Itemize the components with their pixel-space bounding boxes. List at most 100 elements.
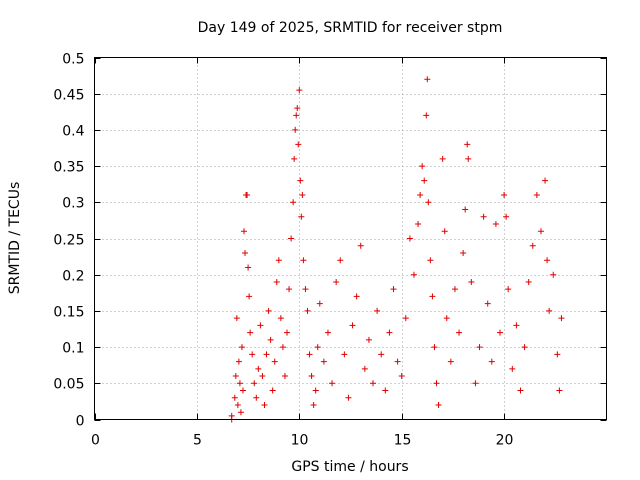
data-point <box>233 315 240 322</box>
data-point <box>492 221 499 228</box>
data-point <box>390 286 397 293</box>
data-point <box>525 278 532 285</box>
data-point <box>253 394 260 401</box>
data-point <box>429 293 436 300</box>
data-point <box>394 358 401 365</box>
y-tick-label: 0.1 <box>62 341 84 357</box>
data-point <box>341 351 348 358</box>
data-point <box>410 271 417 278</box>
data-point <box>402 315 409 322</box>
data-point <box>544 257 551 264</box>
data-point <box>241 228 248 235</box>
x-tick-label: 5 <box>193 433 202 449</box>
data-point <box>353 293 360 300</box>
data-point <box>245 264 252 271</box>
y-tick-label: 0.4 <box>62 124 84 140</box>
data-point <box>456 329 463 336</box>
x-tick-label: 20 <box>496 433 514 449</box>
data-point <box>465 155 472 162</box>
data-point <box>480 213 487 220</box>
x-tick-label: 15 <box>394 433 412 449</box>
data-point <box>345 394 352 401</box>
data-point <box>349 322 356 329</box>
y-tick-label: 0.45 <box>53 88 84 104</box>
data-point <box>509 365 516 372</box>
data-point <box>441 228 448 235</box>
data-point <box>304 307 311 314</box>
y-tick-label: 0.35 <box>53 160 84 176</box>
x-axis-label: GPS time / hours <box>291 459 408 475</box>
data-point <box>443 315 450 322</box>
data-point <box>306 351 313 358</box>
data-point <box>263 351 270 358</box>
data-point <box>529 242 536 249</box>
y-tick-label: 0.25 <box>53 233 84 249</box>
data-point <box>259 373 266 380</box>
data-point <box>537 228 544 235</box>
data-point <box>382 387 389 394</box>
data-point <box>320 358 327 365</box>
data-point <box>439 155 446 162</box>
data-point <box>419 163 426 170</box>
data-point <box>231 394 238 401</box>
data-point <box>337 257 344 264</box>
data-point <box>462 206 469 213</box>
data-point <box>374 307 381 314</box>
data-point <box>554 351 561 358</box>
data-point <box>269 387 276 394</box>
data-point <box>314 344 321 351</box>
data-point <box>228 412 235 419</box>
data-point <box>513 322 520 329</box>
data-point <box>284 329 291 336</box>
data-point <box>435 402 442 409</box>
data-point <box>464 141 471 148</box>
data-point <box>386 329 393 336</box>
axis-ticks: 0 0.05 0.1 0.15 0.2 0.25 0.3 0.35 0.4 0.45 0.5 0 5 10… <box>53 52 607 449</box>
data-point <box>370 380 377 387</box>
data-point <box>293 112 300 119</box>
data-point <box>421 177 428 184</box>
data-point <box>275 257 282 264</box>
data-point <box>299 192 306 199</box>
data-point <box>550 271 557 278</box>
data-point <box>288 235 295 242</box>
data-point <box>517 387 524 394</box>
data-point <box>246 293 253 300</box>
y-tick-label: 0.05 <box>53 377 84 393</box>
data-point <box>257 322 264 329</box>
data-point <box>244 192 251 199</box>
data-point <box>406 235 413 242</box>
x-tick-label: 10 <box>291 433 309 449</box>
data-point <box>472 380 479 387</box>
data-point <box>501 192 508 199</box>
data-point <box>415 221 422 228</box>
data-point <box>497 329 504 336</box>
data-point <box>357 242 364 249</box>
y-tick-label: 0 <box>76 414 85 430</box>
data-point <box>546 307 553 314</box>
data-point <box>279 344 286 351</box>
data-point <box>249 351 256 358</box>
data-point <box>308 373 315 380</box>
data-point <box>267 336 274 343</box>
data-point <box>312 387 319 394</box>
data-point <box>533 192 540 199</box>
data-point <box>476 344 483 351</box>
data-point <box>505 286 512 293</box>
data-point <box>433 380 440 387</box>
data-point <box>556 387 563 394</box>
data-point <box>361 365 368 372</box>
data-point <box>242 249 249 256</box>
data-point <box>292 126 299 133</box>
data-point <box>238 344 245 351</box>
data-point <box>290 199 297 206</box>
data-point <box>316 300 323 307</box>
data-point <box>484 300 491 307</box>
data-point <box>431 344 438 351</box>
data-point <box>237 409 244 416</box>
data-point <box>277 315 284 322</box>
data-point <box>460 249 467 256</box>
data-point <box>365 336 372 343</box>
data-point <box>236 380 243 387</box>
